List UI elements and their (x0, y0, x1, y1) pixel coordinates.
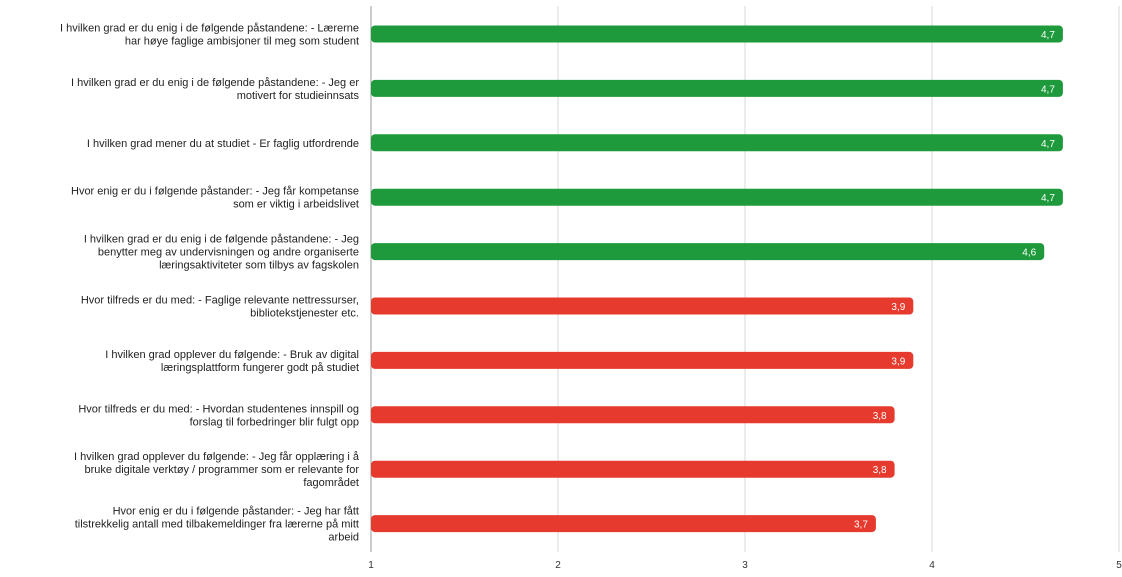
bar (371, 25, 1063, 43)
x-tick-label: 3 (742, 560, 748, 571)
category-label: I hvilken grad er du enig i de følgende … (71, 77, 360, 102)
category-label: Hvor tilfreds er du med: - Faglige relev… (81, 295, 359, 320)
bar (371, 297, 914, 315)
data-label: 4,7 (1041, 193, 1055, 204)
category-label: Hvor enig er du i følgende påstander: - … (71, 186, 359, 211)
data-label: 3,8 (873, 465, 887, 476)
x-tick-label: 2 (555, 560, 561, 571)
bar (371, 79, 1063, 97)
category-label: I hvilken grad opplever du følgende: - B… (105, 349, 359, 374)
bar (371, 243, 1045, 261)
bar (371, 188, 1063, 206)
bar (371, 460, 895, 478)
bar (371, 134, 1063, 152)
category-label: I hvilken grad er du enig i de følgende … (84, 234, 359, 272)
data-label: 4,6 (1022, 248, 1036, 259)
data-label: 3,9 (891, 302, 905, 313)
data-label: 4,7 (1041, 84, 1055, 95)
category-label: I hvilken grad er du enig i de følgende … (60, 23, 359, 48)
data-label: 3,7 (854, 520, 868, 531)
category-label: I hvilken grad mener du at studiet - Er … (87, 138, 359, 150)
data-label: 4,7 (1041, 139, 1055, 150)
x-tick-label: 1 (368, 560, 374, 571)
data-label: 3,8 (873, 411, 887, 422)
data-label: 3,9 (891, 356, 905, 367)
bar (371, 351, 914, 369)
data-label: 4,7 (1041, 30, 1055, 41)
category-label: I hvilken grad opplever du følgende: - J… (74, 451, 360, 489)
x-tick-label: 4 (929, 560, 935, 571)
category-label: Hvor tilfreds er du med: - Hvordan stude… (78, 403, 359, 428)
bar (371, 406, 895, 424)
category-label: Hvor enig er du i følgende påstander: - … (75, 506, 359, 544)
bar (371, 515, 876, 533)
x-tick-label: 5 (1116, 560, 1122, 571)
